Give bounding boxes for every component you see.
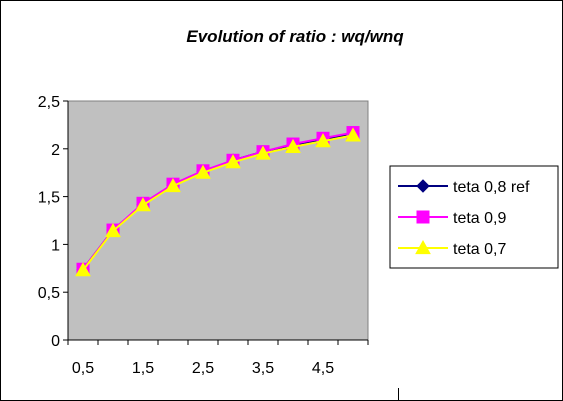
x-tick-label: 2,5 [192,360,214,377]
series-point [285,138,301,153]
y-tick-label: 1,5 [38,190,60,207]
series-layer [75,126,361,277]
legend-label: teta 0,7 [453,241,506,258]
series-point [105,222,121,238]
chart-title: Evolution of ratio : wq/wnq [186,27,404,46]
series-line [82,134,354,271]
series-point [225,154,241,169]
x-tick-label: 4,5 [312,360,334,377]
series-point [195,164,211,179]
series-point [345,127,361,142]
x-axis-ticks: 0,5 1,5 2,5 3,5 4,5 [67,340,369,377]
series-3 [75,127,361,277]
x-tick-label: 3,5 [252,360,274,377]
series-point [255,145,271,160]
legend-label: teta 0,8 ref [453,179,530,196]
x-tick-label: 1,5 [132,360,154,377]
x-tick-label: 0,5 [72,360,94,377]
legend-label: teta 0,9 [453,210,506,227]
legend-marker [415,239,431,255]
legend: teta 0,8 ref teta 0,9 teta 0,7 [389,165,559,269]
series-point [75,262,91,277]
series-point [135,197,151,212]
y-axis-ticks: 0 0,5 1 1,5 2 2,5 [38,94,68,350]
series-line [82,131,354,270]
series-point [315,133,331,148]
legend-item: teta 0,7 [398,239,506,258]
legend-marker [416,210,430,224]
y-tick-label: 0,5 [38,285,60,302]
y-tick-label: 0 [51,333,60,350]
y-tick-label: 1 [51,237,60,254]
y-tick-label: 2 [51,142,60,159]
y-tick-label: 2,5 [38,94,60,111]
legend-item: teta 0,9 [398,210,506,227]
series-point [165,178,181,193]
legend-marker [416,179,430,193]
legend-item: teta 0,8 ref [398,179,530,196]
